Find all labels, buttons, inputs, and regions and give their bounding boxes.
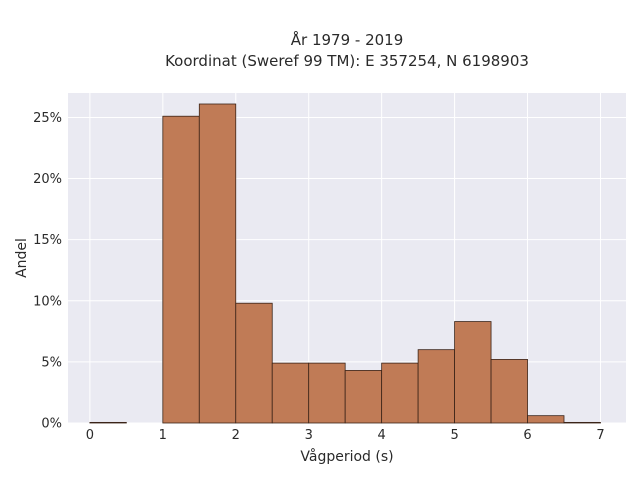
y-tick-label: 0% [41,417,62,432]
histogram-bar [271,362,310,424]
histogram-bar [162,115,200,424]
x-tick-label: 7 [596,428,604,443]
histogram-bar [417,349,455,424]
histogram-bar [490,359,528,424]
histogram-bar [198,103,237,424]
plot-area [68,93,626,423]
histogram-bar [344,370,383,424]
histogram-bar [89,421,127,424]
x-tick-label: 0 [86,428,94,443]
y-tick-label: 15% [33,233,62,248]
histogram-bar [563,421,601,424]
x-axis-title: Vågperiod (s) [300,448,393,465]
histogram-bar [381,362,419,424]
chart-title-line2: Koordinat (Sweref 99 TM): E 357254, N 61… [165,52,529,70]
x-tick-label: 1 [159,428,167,443]
y-tick-label: 20% [33,172,62,187]
y-axis-ticks: 0% 5% 10% 15% 20% 25% [33,111,62,432]
chart-title-line1: År 1979 - 2019 [291,30,404,49]
x-tick-label: 3 [305,428,313,443]
y-tick-label: 5% [41,355,62,370]
x-tick-label: 4 [378,428,386,443]
x-tick-label: 5 [450,428,458,443]
x-tick-label: 2 [232,428,240,443]
histogram-bar [454,321,492,424]
bars [89,103,601,424]
y-tick-label: 10% [33,294,62,309]
y-tick-label: 25% [33,111,62,126]
histogram-bar [235,302,273,424]
histogram-bar [527,415,565,424]
y-axis-title: Andel [14,238,30,278]
histogram-bar [308,362,346,424]
x-axis-ticks: 0 1 2 3 4 5 6 7 [86,428,605,443]
x-tick-label: 6 [523,428,531,443]
